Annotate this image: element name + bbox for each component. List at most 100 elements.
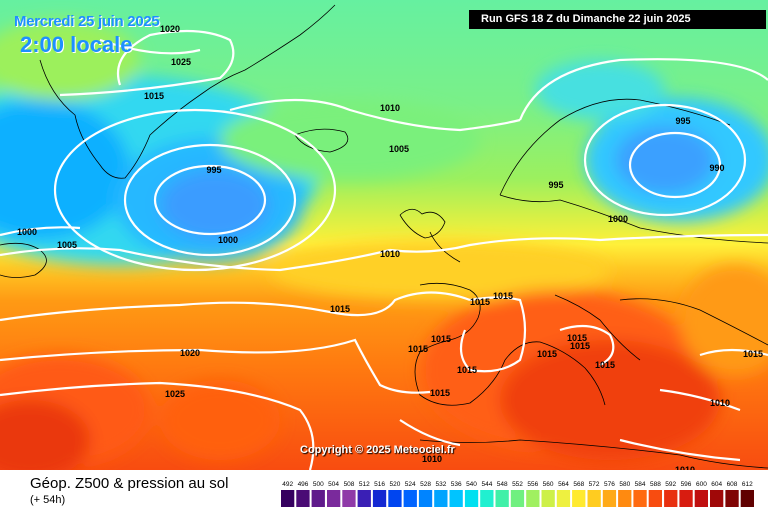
legend-swatch <box>281 490 295 507</box>
legend-swatch <box>372 490 387 507</box>
isobar-label: 995 <box>206 165 221 175</box>
legend-tick-label: 536 <box>451 481 462 488</box>
legend-swatch <box>495 490 509 507</box>
coastlines <box>0 4 768 469</box>
isobar-label: 1015 <box>537 349 557 359</box>
isobar-label: 990 <box>709 163 724 173</box>
legend-swatch <box>572 490 586 507</box>
legend-swatch <box>418 490 433 507</box>
isobar-label: 1020 <box>180 348 200 358</box>
copyright-text: Copyright © 2025 Meteociel.fr <box>300 444 455 456</box>
legend-swatch <box>311 490 325 507</box>
run-info-banner: Run GFS 18 Z du Dimanche 22 juin 2025 <box>469 10 766 29</box>
isobar-label: 1015 <box>570 341 590 351</box>
legend-tick-label: 520 <box>389 481 400 488</box>
legend-tick-label: 592 <box>665 481 676 488</box>
legend-swatch <box>357 490 371 507</box>
isobar-label: 1015 <box>493 291 513 301</box>
legend-tick-label: 552 <box>512 481 523 488</box>
product-title: Géop. Z500 & pression au sol <box>30 475 229 492</box>
legend-tick-label: 576 <box>604 481 615 488</box>
legend-swatch <box>740 490 754 507</box>
legend-swatch <box>296 490 310 507</box>
isobar-label: 1015 <box>144 91 164 101</box>
isobar-label: 995 <box>675 116 690 126</box>
legend-swatch <box>587 490 601 507</box>
forecast-date: Mercredi 25 juin 2025 <box>14 13 160 30</box>
legend-tick-label: 560 <box>543 481 554 488</box>
legend-swatch <box>480 490 494 507</box>
footer-bar: Géop. Z500 & pression au sol (+ 54h) 492… <box>0 470 768 512</box>
legend-tick-label: 504 <box>328 481 339 488</box>
legend-swatch <box>710 490 724 507</box>
isobar-label: 995 <box>548 180 563 190</box>
isobar-label: 1015 <box>457 365 477 375</box>
isobar-label: 1015 <box>430 388 450 398</box>
legend-tick-label: 572 <box>589 481 600 488</box>
legend-tick-label: 584 <box>635 481 646 488</box>
legend-swatch <box>388 490 402 507</box>
legend-tick-label: 512 <box>359 481 370 488</box>
legend-swatch <box>541 490 555 507</box>
isobar-label: 1010 <box>380 249 400 259</box>
isobars <box>0 29 768 470</box>
isobar-labels: 1020 1025 1015 1010 1005 995 1000 1000 1… <box>17 24 763 470</box>
isobar-label: 1015 <box>743 349 763 359</box>
legend-tick-label: 596 <box>681 481 692 488</box>
isobar-label: 1010 <box>710 398 730 408</box>
legend-tick-label: 500 <box>313 481 324 488</box>
isobar-label: 1015 <box>408 344 428 354</box>
isobar-label: 1015 <box>470 297 490 307</box>
legend-swatch <box>510 490 525 507</box>
legend-swatch <box>618 490 632 507</box>
legend-tick-label: 524 <box>405 481 416 488</box>
legend-tick-label: 532 <box>435 481 446 488</box>
legend-swatch <box>449 490 463 507</box>
isobar-label: 1010 <box>380 103 400 113</box>
legend-tick-label: 604 <box>711 481 722 488</box>
forecast-lead-time: (+ 54h) <box>30 494 66 506</box>
isobar-label: 1000 <box>17 227 37 237</box>
isobar-label: 1010 <box>422 454 442 464</box>
isobar-label: 1010 <box>675 465 695 470</box>
geopotential-field <box>0 20 768 470</box>
legend-swatch <box>694 490 708 507</box>
isobar-label: 1005 <box>57 240 77 250</box>
legend-tick-label: 516 <box>374 481 385 488</box>
legend-swatch <box>679 490 693 507</box>
legend-tick-label: 600 <box>696 481 707 488</box>
legend-swatch <box>464 490 479 507</box>
isobar-label: 1025 <box>165 389 185 399</box>
legend-swatch <box>725 490 739 507</box>
legend-swatch <box>648 490 662 507</box>
legend-swatch <box>664 490 678 507</box>
legend-swatch <box>602 490 617 507</box>
legend-tick-label: 568 <box>573 481 584 488</box>
legend-tick-label: 556 <box>527 481 538 488</box>
weather-map: 1020 1025 1015 1010 1005 995 1000 1000 1… <box>0 0 768 470</box>
isobar-label: 1015 <box>330 304 350 314</box>
isobar-label: 1020 <box>160 24 180 34</box>
legend-swatch <box>327 490 341 507</box>
legend-tick-label: 508 <box>344 481 355 488</box>
isobar-label: 1015 <box>567 333 587 343</box>
legend-tick-label: 580 <box>619 481 630 488</box>
legend-tick-label: 528 <box>420 481 431 488</box>
isobar-label: 1015 <box>595 360 615 370</box>
isobar-label: 1025 <box>171 57 191 67</box>
legend-tick-label: 544 <box>481 481 492 488</box>
legend-tick-label: 492 <box>282 481 293 488</box>
legend-tick-label: 496 <box>298 481 309 488</box>
legend-tick-label: 588 <box>650 481 661 488</box>
legend-swatch <box>403 490 417 507</box>
isobar-label: 1000 <box>218 235 238 245</box>
isobar-label: 1015 <box>431 334 451 344</box>
legend-swatch <box>434 490 448 507</box>
legend-tick-label: 540 <box>466 481 477 488</box>
isobar-label: 1000 <box>608 214 628 224</box>
legend-tick-label: 608 <box>727 481 738 488</box>
forecast-time: 2:00 locale <box>20 32 133 57</box>
legend-tick-label: 548 <box>497 481 508 488</box>
legend-swatch <box>556 490 571 507</box>
legend-tick-label: 564 <box>558 481 569 488</box>
